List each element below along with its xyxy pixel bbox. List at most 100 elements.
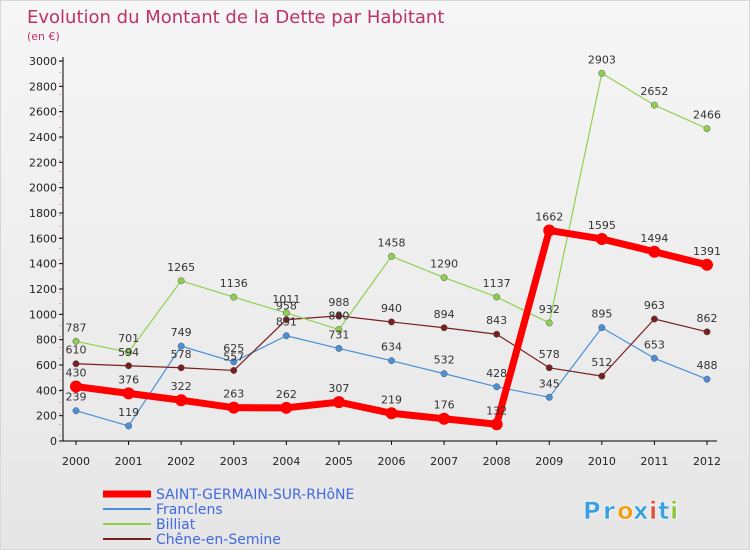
y-tick-label: 1800 (29, 207, 57, 220)
data-point (230, 366, 238, 374)
data-point (703, 328, 711, 336)
x-tick-label: 2011 (640, 455, 668, 468)
data-point (177, 342, 185, 350)
data-point (125, 348, 133, 356)
x-tick-label: 2010 (588, 455, 616, 468)
y-tick-label: 600 (36, 359, 57, 372)
data-point (545, 319, 553, 327)
data-label: 963 (644, 299, 665, 312)
data-point (280, 401, 293, 414)
data-label: 749 (171, 326, 192, 339)
data-point (598, 324, 606, 332)
data-label: 958 (276, 300, 297, 313)
logo-letter: o (617, 497, 634, 525)
y-tick-label: 800 (36, 334, 57, 347)
y-tick-label: 2000 (29, 182, 57, 195)
data-point (175, 394, 188, 407)
logo-letter: i (649, 497, 657, 525)
data-label: 263 (223, 388, 244, 401)
logo-letter: t (658, 497, 669, 525)
legend-label: Chêne-en-Semine (156, 532, 281, 548)
y-tick-label: 2600 (29, 106, 57, 119)
legend: SAINT-GERMAIN-SUR-RHôNEFranclensBilliatC… (103, 487, 354, 548)
data-point (440, 370, 448, 378)
data-label: 345 (539, 377, 560, 390)
logo-letter: P (583, 497, 601, 525)
logo-letter: i (670, 497, 678, 525)
data-point (493, 383, 501, 391)
data-label: 322 (171, 380, 192, 393)
data-point (545, 393, 553, 401)
data-label: 895 (591, 308, 612, 321)
chart-subtitle: (en €) (27, 30, 60, 43)
x-tick-label: 2001 (115, 455, 143, 468)
logo-letter: x (633, 497, 649, 525)
data-point (388, 357, 395, 365)
data-point (72, 407, 80, 415)
data-label: 512 (591, 356, 612, 369)
data-label: 219 (381, 393, 402, 406)
data-point (177, 364, 185, 372)
data-point (598, 69, 606, 77)
y-tick-label: 2400 (29, 131, 57, 144)
x-tick-label: 2005 (325, 455, 353, 468)
y-tick-label: 1600 (29, 232, 57, 245)
data-point (335, 312, 343, 320)
data-label: 1265 (167, 261, 195, 274)
data-label: 532 (434, 354, 455, 367)
data-label: 430 (66, 367, 87, 380)
data-label: 1011 (272, 293, 300, 306)
data-label: 1494 (640, 232, 668, 245)
legend-label: Billiat (156, 517, 196, 533)
data-label: 701 (118, 332, 139, 345)
data-label: 1595 (588, 219, 616, 232)
data-label: 862 (697, 312, 718, 325)
data-label: 1137 (483, 277, 511, 290)
data-point (227, 401, 240, 414)
y-tick-label: 0 (50, 435, 57, 448)
y-tick-label: 1200 (29, 283, 57, 296)
data-point (438, 412, 451, 425)
series-lines: 239 119 749 625 831 731 634 532 428 345 895 653 488 6… (66, 53, 721, 431)
data-label: 940 (381, 302, 402, 315)
legend-label: Franclens (156, 502, 223, 518)
data-label: 1136 (220, 277, 248, 290)
data-label: 988 (328, 296, 349, 309)
data-point (335, 326, 343, 333)
data-label: 557 (223, 350, 244, 363)
x-tick-label: 2004 (272, 455, 300, 468)
data-label: 731 (328, 328, 349, 341)
data-point (388, 318, 395, 326)
data-label: 2903 (588, 53, 616, 66)
y-tick-label: 2800 (29, 80, 57, 93)
data-label: 307 (328, 382, 349, 395)
data-point (335, 344, 343, 352)
data-point (650, 101, 658, 109)
y-tick-label: 1400 (29, 258, 57, 271)
data-label: 1662 (535, 210, 563, 223)
data-point (177, 277, 185, 285)
x-tick-label: 2008 (483, 455, 511, 468)
data-point (703, 375, 711, 383)
data-label: 119 (118, 406, 139, 419)
data-label: 239 (66, 391, 87, 404)
x-tick-label: 2000 (62, 455, 90, 468)
data-point (282, 309, 290, 317)
data-label: 262 (276, 388, 297, 401)
data-label: 610 (66, 344, 87, 357)
data-point (282, 332, 290, 340)
legend-label: SAINT-GERMAIN-SUR-RHôNE (156, 487, 354, 503)
data-point (230, 293, 238, 301)
data-label: 578 (171, 348, 192, 361)
y-tick-label: 1000 (29, 308, 57, 321)
data-label: 376 (118, 373, 139, 386)
data-label: 132 (486, 404, 507, 417)
data-point (595, 232, 608, 245)
data-label: 880 (328, 310, 349, 323)
data-point (493, 293, 501, 301)
y-tick-label: 3000 (29, 55, 57, 68)
y-tick-label: 200 (36, 410, 57, 423)
data-label: 843 (486, 314, 507, 327)
